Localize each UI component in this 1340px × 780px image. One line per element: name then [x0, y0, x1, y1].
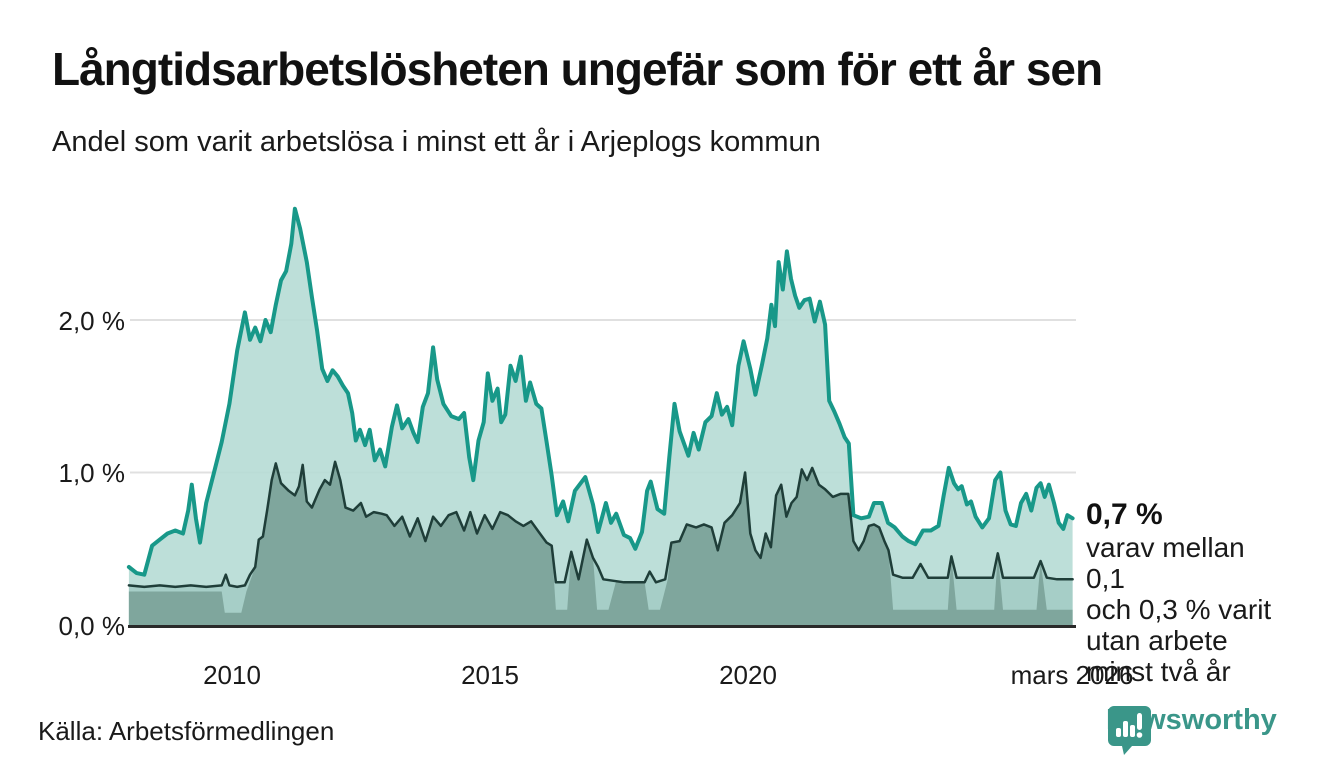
- series-line-total: [126, 206, 1075, 577]
- page-subtitle: Andel som varit arbetslösa i minst ett å…: [52, 126, 821, 158]
- annotation-text-line: varav mellan 0,1: [1086, 532, 1245, 594]
- latest-value-annotation: 0,7 % varav mellan 0,1 och 0,3 % varit u…: [1086, 498, 1286, 687]
- page-title: Långtidsarbetslösheten ungefär som för e…: [52, 43, 1103, 95]
- series-line-upper_bound: [127, 460, 1074, 589]
- y-axis-tick-label: 0,0 %: [58, 611, 126, 641]
- x-axis-tick-label: 2010: [203, 660, 261, 690]
- source-note: Källa: Arbetsförmedlingen: [38, 716, 335, 746]
- y-axis-tick-label: 2,0 %: [58, 306, 126, 336]
- newsworthy-logo-icon: [1108, 706, 1151, 755]
- series-area-lower_bound: [128, 461, 1073, 626]
- x-axis-tick-label: mars 2026: [1010, 660, 1134, 690]
- latest-value-label: 0,7 %: [1086, 498, 1163, 531]
- annotation-text-line: minst två år: [1086, 656, 1231, 687]
- newsworthy-logo[interactable]: Newsworthy: [1106, 704, 1277, 755]
- annotation-text-line: utan arbete: [1086, 625, 1228, 656]
- x-axis-tick-label: 2015: [461, 660, 519, 690]
- annotation-text-line: och 0,3 % varit: [1086, 594, 1272, 625]
- x-axis-tick-label: 2020: [719, 660, 777, 690]
- y-axis-tick-label: 1,0 %: [58, 458, 126, 488]
